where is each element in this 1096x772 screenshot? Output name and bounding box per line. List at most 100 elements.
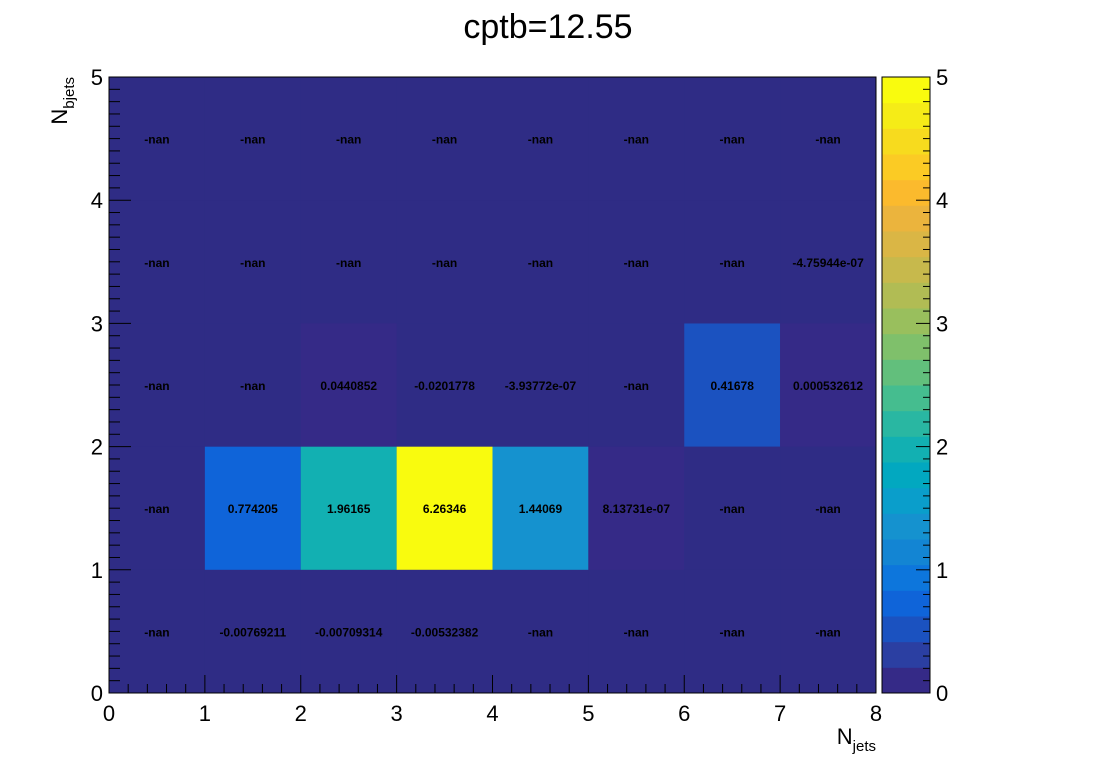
heatmap-cell [204,569,301,693]
heatmap-cell [492,200,589,324]
y-tick-label: 1 [91,558,103,583]
heatmap-cell [300,323,397,447]
x-tick-label: 3 [391,701,403,726]
x-tick-label: 6 [678,701,690,726]
cell-value-label: 0.41678 [710,379,754,393]
cell-value-label: -nan [528,625,553,639]
heatmap-cell [396,77,493,201]
heatmap-cell [492,323,589,447]
cell-value-label: -nan [144,502,169,516]
color-scale-segment [882,154,930,181]
color-scale-segment [882,179,930,206]
color-scale-segment [882,77,930,104]
heatmap-cell [300,77,397,201]
color-scale-tick-label: 3 [936,311,948,336]
cell-value-label: -0.0201778 [414,379,475,393]
cell-value-label: -4.75944e-07 [792,256,864,270]
cell-value-label: -nan [720,502,745,516]
y-axis-label-sub: bjets [61,77,78,109]
color-scale-segment [882,667,930,694]
color-scale-ticks: 0 1 2 3 4 5 [916,65,948,706]
heatmap-cell [780,569,876,693]
cell-value-label: 0.0440852 [320,379,377,393]
color-scale-segment [882,308,930,335]
color-scale-segment [882,102,930,129]
cell-value-label: 6.26346 [423,502,467,516]
x-tick-label: 8 [870,701,882,726]
heatmap-cell [109,569,205,693]
cell-value-label: -nan [815,502,840,516]
color-scale-segment [882,641,930,668]
cell-value-label: -0.00709314 [315,625,383,639]
cell-value-label: -nan [815,133,840,147]
color-scale-tick-label: 5 [936,65,948,90]
cell-value-label: -nan [432,256,457,270]
cell-value-label: -nan [720,133,745,147]
cell-value-label: -nan [528,133,553,147]
color-scale-segment [882,462,930,489]
color-scale-segment [882,487,930,514]
color-scale-segment [882,128,930,155]
color-scale-segment [882,564,930,591]
cell-value-label: 8.13731e-07 [603,502,671,516]
heatmap-cell [588,446,685,570]
x-tick-label: 5 [582,701,594,726]
heatmap-cell [588,323,685,447]
y-tick-label: 3 [91,311,103,336]
cell-value-label: -3.93772e-07 [505,379,577,393]
color-scale-tick-label: 1 [936,558,948,583]
color-scale-bar [881,76,931,694]
heatmap-cell [300,446,397,570]
heatmap-cell [588,77,685,201]
cell-value-label: 0.000532612 [793,379,863,393]
color-scale-segment [882,282,930,309]
color-scale-segment [882,256,930,283]
y-axis-ticks: 0 1 2 3 4 5 [91,65,131,706]
y-tick-label: 2 [91,435,103,460]
heatmap-cell [780,323,876,447]
x-tick-label: 1 [199,701,211,726]
x-axis-label: Njets [837,724,876,755]
cell-value-label: -nan [144,133,169,147]
x-tick-label: 7 [774,701,786,726]
heatmap-cells [109,77,876,693]
heatmap-cell [492,77,589,201]
cell-value-label: -nan [720,625,745,639]
y-axis-label: Nbjets [47,77,78,125]
color-scale-segment [882,616,930,643]
cell-value-label: 1.96165 [327,502,371,516]
cell-value-label: -nan [624,256,649,270]
color-scale-tick-label: 4 [936,188,948,213]
heatmap-cell [300,200,397,324]
heatmap-cell [396,323,493,447]
heatmap-cell [588,569,685,693]
color-scale-segment [882,385,930,412]
heatmap-cell [204,323,301,447]
heatmap-cell [492,446,589,570]
cell-value-label: -nan [624,133,649,147]
y-tick-label: 4 [91,188,103,213]
heatmap-cell [396,200,493,324]
cell-value-label: -nan [432,133,457,147]
x-axis-label-main: N [837,724,853,749]
color-scale-tick-label: 0 [936,681,948,706]
heatmap-cell [109,446,205,570]
x-tick-label: 4 [486,701,498,726]
color-scale-segment [882,590,930,617]
heatmap-cell [684,446,781,570]
color-scale-segment [882,513,930,540]
color-scale-segment [882,333,930,360]
color-scale-segment [882,436,930,463]
heatmap-cell [780,446,876,570]
cell-value-label: 0.774205 [228,502,278,516]
heatmap-cell [109,77,205,201]
heatmap-cell [204,77,301,201]
heatmap-cell [204,200,301,324]
color-scale-segment [882,231,930,258]
y-tick-label: 5 [91,65,103,90]
heatmap-cell [780,77,876,201]
cell-value-label: -nan [144,625,169,639]
cell-value-label: -nan [624,625,649,639]
cell-value-label: -nan [240,379,265,393]
